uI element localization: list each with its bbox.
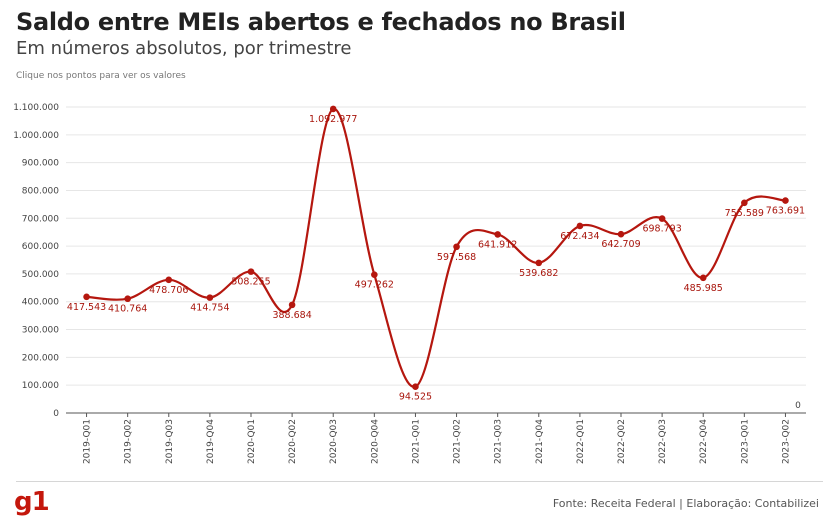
data-point	[329, 105, 337, 113]
data-point	[165, 276, 173, 284]
y-axis-ticks: 0 100.000 200.000 300.000 400.000 500.000 600.…	[13, 103, 59, 419]
x-tick-label: 2022-Q04	[699, 419, 709, 464]
data-point	[371, 271, 378, 278]
y-tick-label: 1.100.000	[13, 103, 59, 113]
data-label: 642.709	[601, 239, 640, 250]
x-tick-label: 2023-Q02	[781, 419, 791, 464]
y-tick-label: 200.000	[22, 353, 59, 363]
series-line	[86, 107, 786, 388]
data-point	[535, 259, 543, 267]
extra-zero-label: 0	[795, 401, 801, 411]
g1-logo: g1	[14, 487, 50, 517]
chart-title: Saldo entre MEIs abertos e fechados no B…	[16, 8, 626, 36]
y-tick-label: 100.000	[22, 381, 59, 391]
data-points	[83, 105, 789, 391]
data-label: 539.682	[519, 268, 558, 279]
x-tick-label: 2020-Q01	[247, 419, 257, 464]
data-label: 698.793	[642, 224, 681, 235]
grid-lines	[66, 106, 806, 414]
x-tick-label: 2019-Q04	[206, 419, 216, 464]
y-tick-label: 900.000	[22, 159, 59, 169]
x-tick-label: 2020-Q04	[370, 419, 380, 464]
data-label: 417.543	[67, 302, 106, 313]
y-tick-label: 300.000	[22, 326, 59, 336]
data-point	[288, 301, 296, 309]
data-point	[617, 230, 625, 238]
data-label: 672.434	[560, 231, 599, 242]
data-label: 94.525	[399, 392, 432, 403]
data-point	[741, 199, 748, 207]
data-point	[412, 383, 419, 391]
x-tick-label: 2021-Q04	[535, 419, 545, 464]
data-point	[699, 274, 707, 282]
series-line-path	[86, 107, 786, 388]
data-label: 414.754	[190, 303, 229, 314]
data-point	[124, 295, 131, 303]
footer-divider	[16, 481, 823, 482]
data-label: 508.255	[231, 277, 270, 288]
data-point	[206, 294, 214, 301]
data-point	[83, 293, 90, 301]
data-point	[453, 243, 460, 251]
x-tick-label: 2022-Q02	[617, 419, 627, 464]
data-point	[782, 197, 789, 204]
x-tick-label: 2022-Q03	[658, 419, 668, 464]
data-point	[658, 215, 666, 222]
data-label: 497.262	[355, 280, 394, 291]
x-tick-label: 2022-Q01	[576, 419, 586, 464]
data-label: 763.691	[766, 206, 805, 217]
x-axis-ticks: 2019-Q01 2019-Q02 2019-Q03 2019-Q04 2020-Q01…	[83, 413, 791, 464]
data-label: 597.568	[437, 252, 476, 263]
y-tick-label: 0	[53, 409, 59, 419]
y-tick-label: 400.000	[22, 298, 59, 308]
x-tick-label: 2021-Q02	[453, 419, 463, 464]
data-label: 410.764	[108, 304, 147, 315]
x-tick-label: 2021-Q03	[494, 419, 504, 464]
chart-subtitle: Em números absolutos, por trimestre	[16, 38, 352, 59]
data-label: 1.092.977	[309, 114, 357, 125]
x-tick-label: 2019-Q02	[124, 419, 134, 464]
data-label: 388.684	[272, 310, 311, 321]
y-tick-label: 500.000	[22, 270, 59, 280]
data-point	[247, 268, 255, 275]
x-tick-label: 2019-Q01	[83, 419, 93, 464]
data-label: 641.912	[478, 239, 517, 250]
y-tick-label: 1.000.000	[13, 131, 59, 141]
y-tick-label: 700.000	[22, 214, 59, 224]
x-tick-label: 2019-Q03	[165, 419, 175, 464]
data-label: 755.589	[725, 208, 764, 219]
x-tick-label: 2020-Q02	[288, 419, 298, 464]
x-tick-label: 2020-Q03	[329, 419, 339, 464]
x-tick-label: 2023-Q01	[740, 419, 750, 464]
y-tick-label: 800.000	[22, 186, 59, 196]
data-label: 478.706	[149, 285, 188, 296]
x-tick-label: 2021-Q01	[411, 419, 421, 464]
data-label: 485.985	[684, 283, 723, 294]
data-point	[576, 222, 584, 230]
y-tick-label: 600.000	[22, 242, 59, 252]
data-point	[494, 231, 501, 238]
source-credit: Fonte: Receita Federal | Elaboração: Con…	[552, 497, 819, 510]
interaction-hint: Clique nos pontos para ver os valores	[16, 71, 186, 81]
